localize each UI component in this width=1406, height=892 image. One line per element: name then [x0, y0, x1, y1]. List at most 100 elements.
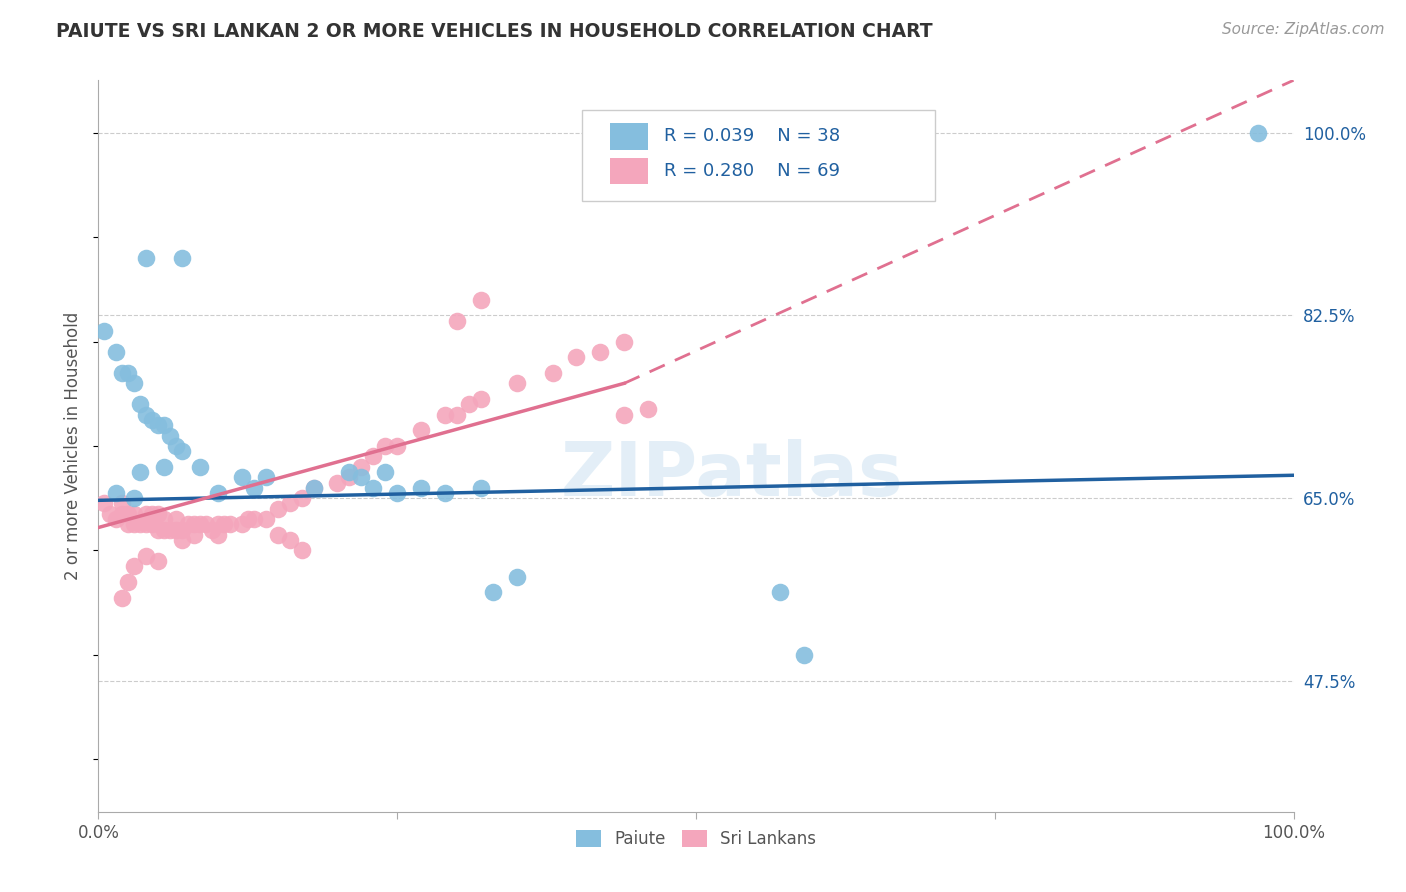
Point: [411, 423, 433, 437]
Text: R = 0.280    N = 69: R = 0.280 N = 69: [664, 162, 839, 180]
Point: [350, 459, 373, 474]
Point: [105, 486, 128, 500]
Point: [207, 517, 229, 532]
Point: [117, 517, 139, 532]
Point: [111, 366, 134, 380]
FancyBboxPatch shape: [582, 110, 935, 201]
Point: [613, 408, 636, 422]
Point: [231, 517, 253, 532]
Point: [565, 350, 588, 364]
Point: [212, 517, 235, 532]
Point: [589, 345, 612, 359]
Point: [291, 491, 314, 506]
Point: [135, 549, 157, 563]
Y-axis label: 2 or more Vehicles in Household: 2 or more Vehicles in Household: [65, 312, 83, 580]
Point: [385, 486, 409, 500]
Point: [243, 481, 266, 495]
Point: [326, 475, 349, 490]
Point: [111, 507, 134, 521]
Point: [254, 470, 277, 484]
Point: [124, 507, 146, 521]
Point: [165, 512, 187, 526]
Point: [105, 512, 128, 526]
Point: [135, 408, 157, 422]
Text: ZIPatlas: ZIPatlas: [561, 439, 903, 512]
Point: [172, 444, 194, 458]
FancyBboxPatch shape: [610, 123, 648, 150]
Point: [267, 528, 290, 542]
Point: [374, 439, 396, 453]
Point: [207, 486, 229, 500]
Point: [124, 491, 146, 506]
Point: [117, 574, 139, 589]
Point: [111, 591, 134, 605]
Point: [135, 251, 157, 265]
Point: [339, 470, 361, 484]
Point: [148, 554, 170, 568]
Point: [446, 313, 468, 327]
Point: [613, 334, 636, 349]
Legend: Paiute, Sri Lankans: Paiute, Sri Lankans: [569, 823, 823, 855]
Point: [105, 345, 128, 359]
Point: [291, 543, 314, 558]
Point: [148, 418, 170, 433]
Point: [195, 517, 218, 532]
Point: [541, 366, 564, 380]
Point: [172, 251, 194, 265]
Point: [458, 397, 481, 411]
Point: [93, 324, 115, 338]
Point: [183, 528, 205, 542]
Point: [141, 413, 163, 427]
Point: [148, 523, 170, 537]
Point: [506, 376, 529, 391]
Point: [148, 507, 170, 521]
Point: [159, 523, 181, 537]
Point: [124, 376, 146, 391]
Point: [153, 459, 176, 474]
Point: [207, 528, 229, 542]
Point: [135, 507, 157, 521]
Point: [506, 569, 529, 583]
Point: [278, 533, 301, 547]
Point: [793, 648, 815, 662]
Point: [637, 402, 659, 417]
Point: [117, 366, 139, 380]
Point: [124, 559, 146, 574]
Point: [172, 533, 194, 547]
Point: [165, 523, 187, 537]
Point: [188, 517, 211, 532]
Point: [481, 585, 505, 599]
Point: [172, 523, 194, 537]
Point: [470, 392, 492, 406]
Point: [129, 465, 152, 479]
Text: R = 0.039    N = 38: R = 0.039 N = 38: [664, 127, 839, 145]
Point: [374, 465, 396, 479]
Point: [446, 408, 468, 422]
Point: [111, 496, 134, 510]
Point: [177, 517, 200, 532]
Point: [98, 507, 122, 521]
Point: [350, 470, 373, 484]
Text: PAIUTE VS SRI LANKAN 2 OR MORE VEHICLES IN HOUSEHOLD CORRELATION CHART: PAIUTE VS SRI LANKAN 2 OR MORE VEHICLES …: [56, 22, 932, 41]
Point: [188, 459, 211, 474]
Point: [165, 439, 187, 453]
Point: [153, 418, 176, 433]
Point: [135, 517, 157, 532]
Point: [93, 496, 115, 510]
Point: [117, 507, 139, 521]
Point: [385, 439, 409, 453]
Point: [470, 293, 492, 307]
Point: [201, 523, 224, 537]
Point: [124, 517, 146, 532]
Point: [153, 523, 176, 537]
Point: [254, 512, 277, 526]
Point: [363, 481, 385, 495]
Point: [231, 470, 253, 484]
Point: [363, 450, 385, 464]
Text: Source: ZipAtlas.com: Source: ZipAtlas.com: [1222, 22, 1385, 37]
Point: [768, 585, 790, 599]
Point: [141, 507, 163, 521]
Point: [183, 517, 205, 532]
Point: [339, 465, 361, 479]
Point: [141, 517, 163, 532]
